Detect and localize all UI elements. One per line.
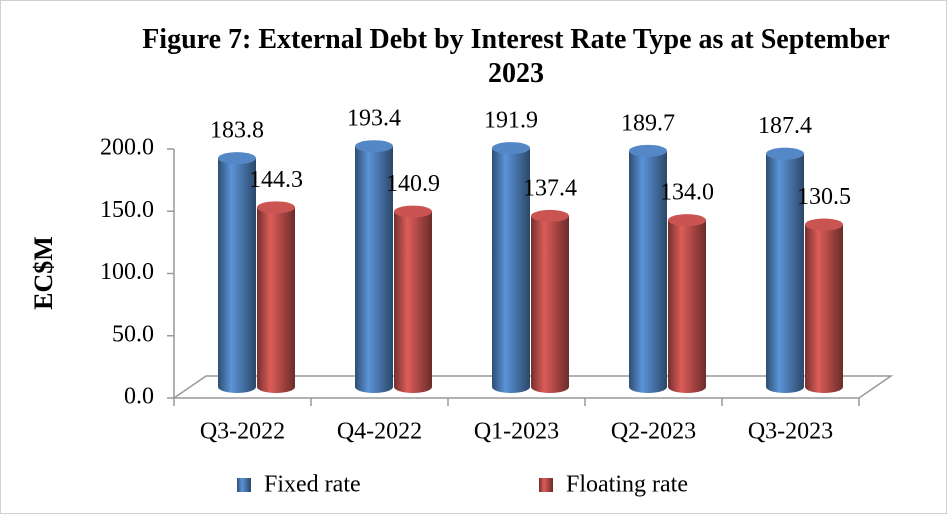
bar-body (394, 211, 432, 393)
y-axis-label: EC$M (29, 236, 58, 310)
bar-top (218, 152, 256, 165)
bar-top (394, 205, 432, 218)
x-tick-label: Q3-2023 (748, 419, 833, 445)
data-label: 137.4 (523, 175, 577, 201)
data-label: 191.9 (484, 108, 538, 134)
data-label: 189.7 (621, 110, 675, 136)
bar-body (629, 150, 667, 393)
y-tick-label: 100.0 (100, 259, 154, 285)
data-label: 193.4 (347, 106, 401, 132)
y-tick-label: 200.0 (100, 135, 154, 161)
bar-body (668, 220, 706, 393)
bar-top (257, 201, 295, 214)
bar (531, 209, 569, 393)
chart-title: Figure 7: External Debt by Interest Rate… (142, 24, 890, 89)
bar (394, 205, 432, 393)
bar-top (531, 209, 569, 222)
bar (766, 147, 804, 393)
data-label: 144.3 (249, 167, 303, 193)
bar-top (492, 142, 530, 155)
x-tick-label: Q3-2022 (200, 419, 285, 445)
data-label: 187.4 (758, 113, 812, 139)
legend-label: Floating rate (566, 472, 688, 498)
legend-label: Fixed rate (264, 472, 361, 498)
bar (492, 142, 530, 393)
x-tick-label: Q1-2023 (474, 419, 559, 445)
bar-body (766, 153, 804, 393)
data-label: 134.0 (660, 180, 714, 206)
y-tick-label: 150.0 (100, 197, 154, 223)
bar-body (492, 148, 530, 393)
bar (668, 214, 706, 393)
bar (355, 140, 393, 393)
bar-top (766, 147, 804, 160)
floor (171, 375, 894, 399)
bar-body (531, 215, 569, 393)
bar-body (355, 146, 393, 393)
bar-body (805, 224, 843, 393)
legend-swatch (237, 478, 251, 492)
bar-body (257, 207, 295, 393)
bar (805, 218, 843, 393)
y-tick-label: 50.0 (112, 321, 154, 347)
bar (629, 144, 667, 393)
data-label: 130.5 (797, 184, 851, 210)
legend-swatch (539, 478, 553, 492)
x-tick-label: Q4-2022 (337, 419, 422, 445)
bar (218, 152, 256, 393)
data-label: 183.8 (210, 118, 264, 144)
x-tick-label: Q2-2023 (611, 419, 696, 445)
bar-top (355, 140, 393, 153)
bar (257, 201, 295, 393)
bar-top (805, 218, 843, 231)
y-tick-label: 0.0 (124, 384, 154, 410)
bar-body (218, 158, 256, 393)
bar-top (668, 214, 706, 227)
data-label: 140.9 (386, 171, 440, 197)
bar-top (629, 144, 667, 157)
